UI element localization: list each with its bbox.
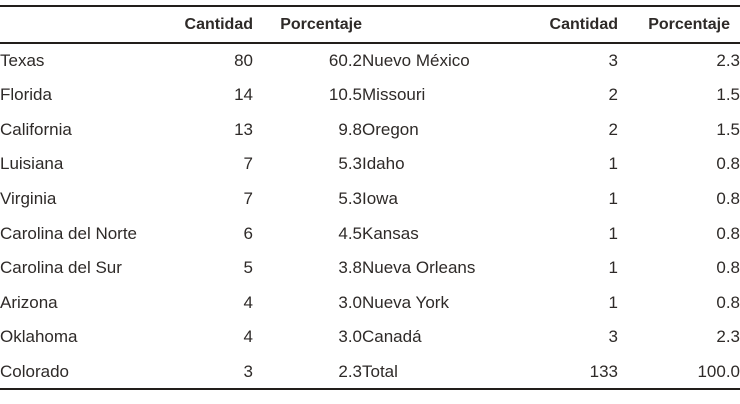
porcentaje-value-right: 2.3 <box>716 327 740 347</box>
porcentaje-value-left: 5.3 <box>338 188 362 208</box>
cantidad-value-right: 133 <box>589 361 618 381</box>
cantidad-value-left: 3 <box>243 361 253 381</box>
row-label-left: Florida <box>0 84 52 104</box>
table-row: Texas 80 60.2 Nuevo México 3 2.3 <box>0 43 740 78</box>
table-row: Oklahoma 4 3.0 Canadá 3 2.3 <box>0 320 740 355</box>
row-label-left: Carolina del Norte <box>0 223 138 243</box>
table-row: Virginia 7 5.3 Iowa 1 0.8 <box>0 182 740 217</box>
header-spacer-left <box>0 6 178 44</box>
header-row: Cantidad Porcentaje Cantidad Porcentaje <box>0 6 740 44</box>
porcentaje-value-left: 5.3 <box>338 154 362 174</box>
row-label-right: Idaho <box>362 154 405 174</box>
row-label-right: Nuevo México <box>362 50 470 70</box>
porcentaje-value-right: 0.8 <box>716 292 740 312</box>
header-porcentaje-right: Porcentaje <box>618 6 740 44</box>
cantidad-value-left: 7 <box>243 188 253 208</box>
porcentaje-value-left: 2.3 <box>338 361 362 381</box>
porcentaje-value-right: 2.3 <box>716 50 740 70</box>
row-label-right: Kansas <box>362 223 419 243</box>
row-label-left: Carolina del Sur <box>0 258 122 278</box>
porcentaje-value-right: 0.8 <box>716 258 740 278</box>
cantidad-value-left: 80 <box>234 50 253 70</box>
row-label-left: California <box>0 119 72 139</box>
porcentaje-value-right: 0.8 <box>716 188 740 208</box>
cantidad-value-left: 13 <box>234 119 253 139</box>
cantidad-value-right: 1 <box>608 258 618 278</box>
frequency-table: Cantidad Porcentaje Cantidad Porcentaje … <box>0 5 740 391</box>
cantidad-value-left: 4 <box>243 327 253 347</box>
table-row: Arizona 4 3.0 Nueva York 1 0.8 <box>0 285 740 320</box>
cantidad-value-right: 1 <box>608 188 618 208</box>
row-label-right: Canadá <box>362 327 422 347</box>
row-label-left: Texas <box>0 50 45 70</box>
table-row: Colorado 3 2.3 Total 133 100.0 <box>0 355 740 390</box>
header-cantidad-left: Cantidad <box>178 6 253 44</box>
row-label-right: Nueva Orleans <box>362 258 476 278</box>
row-label-left: Arizona <box>0 292 58 312</box>
porcentaje-value-left: 9.8 <box>338 119 362 139</box>
header-porcentaje-left: Porcentaje <box>253 6 362 44</box>
row-label-right: Total <box>362 361 398 381</box>
porcentaje-value-left: 10.5 <box>328 84 362 104</box>
cantidad-value-right: 1 <box>608 223 618 243</box>
header-spacer-right <box>362 6 543 44</box>
porcentaje-value-right: 0.8 <box>716 154 740 174</box>
table-row: Carolina del Norte 6 4.5 Kansas 1 0.8 <box>0 216 740 251</box>
porcentaje-value-right: 1.5 <box>716 84 740 104</box>
cantidad-value-right: 2 <box>608 84 618 104</box>
frequency-table-container: Cantidad Porcentaje Cantidad Porcentaje … <box>0 5 740 391</box>
cantidad-value-right: 1 <box>608 154 618 174</box>
row-label-right: Oregon <box>362 119 419 139</box>
cantidad-value-left: 14 <box>234 84 253 104</box>
row-label-left: Luisiana <box>0 154 64 174</box>
table-row: Luisiana 7 5.3 Idaho 1 0.8 <box>0 147 740 182</box>
porcentaje-value-left: 4.5 <box>338 223 362 243</box>
row-label-left: Colorado <box>0 361 69 381</box>
porcentaje-value-left: 3.0 <box>338 327 362 347</box>
row-label-right: Missouri <box>362 84 426 104</box>
cantidad-value-right: 2 <box>608 119 618 139</box>
cantidad-value-right: 3 <box>608 327 618 347</box>
porcentaje-value-left: 3.8 <box>338 258 362 278</box>
cantidad-value-right: 1 <box>608 292 618 312</box>
porcentaje-value-right: 0.8 <box>716 223 740 243</box>
row-label-left: Virginia <box>0 188 57 208</box>
porcentaje-value-left: 3.0 <box>338 292 362 312</box>
porcentaje-value-right: 100.0 <box>697 361 740 381</box>
porcentaje-value-right: 1.5 <box>716 119 740 139</box>
cantidad-value-left: 5 <box>243 258 253 278</box>
table-row: Carolina del Sur 5 3.8 Nueva Orleans 1 0… <box>0 251 740 286</box>
row-label-right: Iowa <box>362 188 398 208</box>
cantidad-value-right: 3 <box>608 50 618 70</box>
cantidad-value-left: 4 <box>243 292 253 312</box>
cantidad-value-left: 7 <box>243 154 253 174</box>
cantidad-value-left: 6 <box>243 223 253 243</box>
table-row: California 13 9.8 Oregon 2 1.5 <box>0 112 740 147</box>
table-row: Florida 14 10.5 Missouri 2 1.5 <box>0 78 740 113</box>
porcentaje-value-left: 60.2 <box>328 50 362 70</box>
header-cantidad-right: Cantidad <box>543 6 618 44</box>
row-label-left: Oklahoma <box>0 327 78 347</box>
row-label-right: Nueva York <box>362 292 449 312</box>
